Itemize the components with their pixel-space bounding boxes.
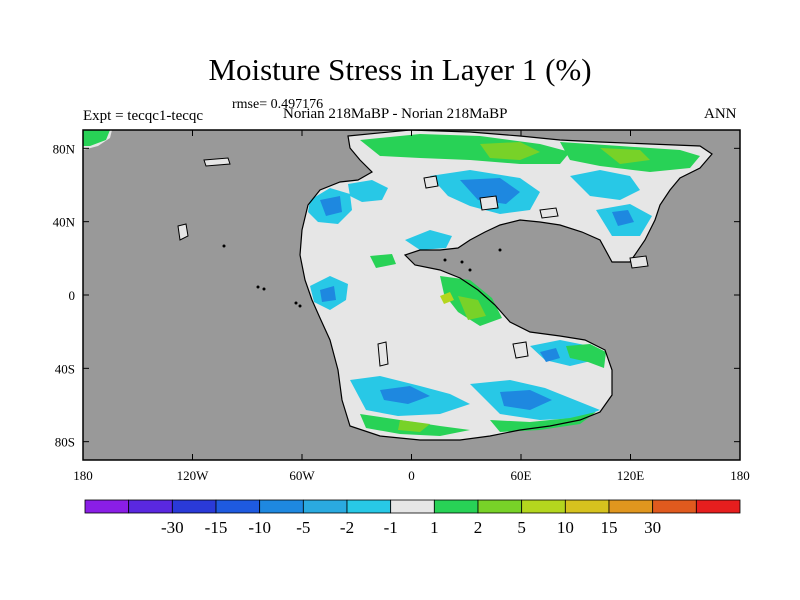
- colorbar-label: -5: [296, 518, 310, 537]
- anomaly-patches-green: [83, 130, 700, 436]
- anomaly-patches-blue: [320, 178, 634, 410]
- x-tick-label: 0: [408, 468, 415, 483]
- season-label: ANN: [704, 106, 737, 122]
- figure-title: Moisture Stress in Layer 1 (%): [208, 52, 592, 87]
- anomaly-patches-gold: [440, 292, 454, 304]
- tiny-islands: [222, 244, 502, 308]
- colorbar-label: -15: [205, 518, 228, 537]
- x-tick-label: 180: [730, 468, 750, 483]
- colorbar: -30 -15 -10 -5 -2 -1 1 2 5 10 15 30: [84, 499, 741, 537]
- rmse-label: rmse= 0.497176: [232, 97, 324, 112]
- y-tick-label: 40N: [53, 215, 76, 230]
- x-tick-label: 180: [73, 468, 93, 483]
- axis-ticks: 180 120W 60W 0 60E 120E 180 80N 40N 0 40S 80S: [53, 130, 750, 483]
- colorbar-swatch: [259, 499, 304, 514]
- anomaly-patches-yellowgreen: [398, 142, 650, 432]
- colorbar-label: 2: [474, 518, 483, 537]
- colorbar-label: -2: [340, 518, 354, 537]
- colorbar-swatch: [521, 499, 566, 514]
- x-tick-label: 120E: [617, 468, 645, 483]
- x-tick-label: 60E: [511, 468, 532, 483]
- colorbar-label: 30: [644, 518, 661, 537]
- colorbar-swatch: [695, 499, 741, 514]
- runs-label: Norian 218MaBP - Norian 218MaBP: [283, 106, 508, 122]
- y-tick-label: 0: [69, 288, 76, 303]
- colorbar-swatch: [433, 499, 479, 514]
- y-tick-label: 40S: [55, 361, 75, 376]
- colorbar-swatch: [302, 499, 348, 514]
- colorbar-label: 15: [601, 518, 618, 537]
- colorbar-swatch: [608, 499, 654, 514]
- islands: [177, 157, 649, 367]
- y-tick-label: 80N: [53, 141, 76, 156]
- colorbar-swatch: [84, 499, 130, 514]
- y-tick-label: 80S: [55, 435, 75, 450]
- colorbar-swatch: [652, 499, 697, 514]
- colorbar-swatch: [390, 499, 435, 514]
- x-tick-label: 120W: [177, 468, 210, 483]
- colorbar-label: 10: [557, 518, 574, 537]
- colorbar-label: 1: [430, 518, 439, 537]
- colorbar-swatch: [215, 499, 261, 514]
- colorbar-label: -1: [384, 518, 398, 537]
- colorbar-swatch: [346, 499, 392, 514]
- colorbar-label: 5: [517, 518, 526, 537]
- coastline: [299, 130, 713, 441]
- colorbar-label: -10: [248, 518, 271, 537]
- colorbar-swatch: [128, 499, 173, 514]
- colorbar-swatch: [564, 499, 610, 514]
- colorbar-swatch: [477, 499, 523, 514]
- x-tick-label: 60W: [289, 468, 315, 483]
- experiment-label: Expt = tecqc1-tecqc: [83, 108, 204, 124]
- colorbar-swatch: [171, 499, 217, 514]
- colorbar-label: -30: [161, 518, 184, 537]
